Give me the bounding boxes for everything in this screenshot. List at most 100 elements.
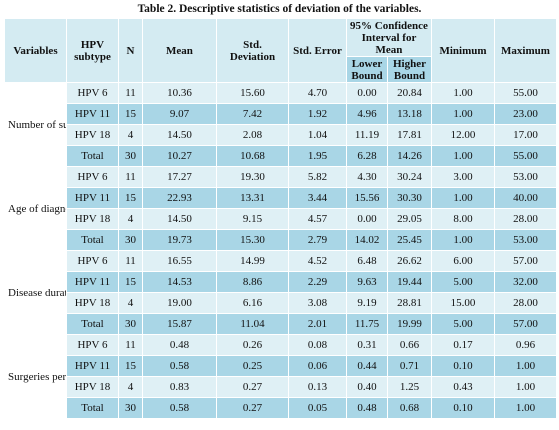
cell-minimum: 8.00 xyxy=(431,208,495,230)
variable-name: Number of surgeries xyxy=(4,82,67,167)
cell-std-deviation: 10.68 xyxy=(216,145,289,167)
header-hpv-subtype: HPV subtype xyxy=(66,18,119,83)
cell-mean: 0.58 xyxy=(142,355,217,377)
header-std-error: Std. Error xyxy=(288,18,347,83)
table-caption: Table 2. Descriptive statistics of devia… xyxy=(137,3,422,15)
cell-n: 30 xyxy=(118,313,143,335)
cell-maximum: 0.96 xyxy=(494,334,557,356)
table-row: HPV 18 4 19.00 6.16 3.08 9.19 28.81 15.00 28.00 xyxy=(5,292,557,314)
cell-maximum: 55.00 xyxy=(494,145,557,167)
cell-std-error: 1.04 xyxy=(288,124,347,146)
cell-std-deviation: 0.27 xyxy=(216,397,289,419)
cell-n: 4 xyxy=(118,208,143,230)
cell-std-error: 3.44 xyxy=(288,187,347,209)
table-row: Total 30 15.87 11.04 2.01 11.75 19.99 5.00 57.00 xyxy=(5,313,557,335)
cell-lower-bound: 0.00 xyxy=(346,82,388,104)
cell-mean: 14.50 xyxy=(142,208,217,230)
cell-higher-bound: 1.25 xyxy=(387,376,432,398)
variable-name: Surgeries per year xyxy=(4,334,67,419)
cell-std-error: 0.05 xyxy=(288,397,347,419)
table-row: HPV 18 4 0.83 0.27 0.13 0.40 1.25 0.43 1.00 xyxy=(5,376,557,398)
cell-n: 11 xyxy=(118,166,143,188)
cell-minimum: 3.00 xyxy=(431,166,495,188)
cell-subtype: HPV 11 xyxy=(66,355,119,377)
header-row-1: Variables HPV subtype N Mean Std. Deviat… xyxy=(4,18,557,83)
cell-std-error: 4.70 xyxy=(288,82,347,104)
cell-mean: 10.27 xyxy=(142,145,217,167)
cell-subtype: HPV 6 xyxy=(66,166,119,188)
cell-std-deviation: 0.25 xyxy=(216,355,289,377)
cell-lower-bound: 4.30 xyxy=(346,166,388,188)
cell-std-error: 2.29 xyxy=(288,271,347,293)
cell-higher-bound: 28.81 xyxy=(387,292,432,314)
cell-minimum: 0.17 xyxy=(431,334,495,356)
table-row: Total 30 10.27 10.68 1.95 6.28 14.26 1.00 55.00 xyxy=(5,145,557,167)
cell-std-deviation: 0.27 xyxy=(216,376,289,398)
cell-n: 11 xyxy=(118,334,143,356)
cell-minimum: 1.00 xyxy=(431,82,495,104)
cell-lower-bound: 0.44 xyxy=(346,355,388,377)
cell-std-deviation: 7.42 xyxy=(216,103,289,125)
cell-lower-bound: 14.02 xyxy=(346,229,388,251)
cell-std-deviation: 8.86 xyxy=(216,271,289,293)
cell-maximum: 23.00 xyxy=(494,103,557,125)
cell-mean: 14.53 xyxy=(142,271,217,293)
cell-std-deviation: 15.30 xyxy=(216,229,289,251)
cell-higher-bound: 0.66 xyxy=(387,334,432,356)
cell-std-deviation: 14.99 xyxy=(216,250,289,272)
cell-minimum: 1.00 xyxy=(431,187,495,209)
cell-maximum: 57.00 xyxy=(494,250,557,272)
cell-lower-bound: 9.19 xyxy=(346,292,388,314)
cell-mean: 19.00 xyxy=(142,292,217,314)
header-maximum: Maximum xyxy=(494,18,557,83)
table-row: Age of diagnosis (Years)HPV 61117.2719.3… xyxy=(4,166,557,251)
cell-higher-bound: 25.45 xyxy=(387,229,432,251)
cell-higher-bound: 0.71 xyxy=(387,355,432,377)
cell-higher-bound: 0.68 xyxy=(387,397,432,419)
cell-maximum: 53.00 xyxy=(494,229,557,251)
cell-maximum: 1.00 xyxy=(494,376,557,398)
cell-mean: 15.87 xyxy=(142,313,217,335)
header-lower-bound: Lower Bound xyxy=(346,56,388,83)
cell-higher-bound: 19.44 xyxy=(387,271,432,293)
cell-lower-bound: 6.48 xyxy=(346,250,388,272)
cell-lower-bound: 9.63 xyxy=(346,271,388,293)
table-row: Number of surgeriesHPV 61110.3615.604.70… xyxy=(4,82,557,167)
cell-lower-bound: 0.31 xyxy=(346,334,388,356)
cell-mean: 22.93 xyxy=(142,187,217,209)
cell-subtype: HPV 11 xyxy=(66,271,119,293)
cell-minimum: 1.00 xyxy=(431,229,495,251)
cell-std-error: 1.95 xyxy=(288,145,347,167)
table-row: HPV 11 15 0.58 0.25 0.06 0.44 0.71 0.10 1.00 xyxy=(5,355,557,377)
cell-std-error: 4.52 xyxy=(288,250,347,272)
cell-lower-bound: 4.96 xyxy=(346,103,388,125)
cell-lower-bound: 11.75 xyxy=(346,313,388,335)
cell-std-deviation: 19.30 xyxy=(216,166,289,188)
cell-n: 11 xyxy=(118,250,143,272)
cell-std-deviation: 2.08 xyxy=(216,124,289,146)
cell-higher-bound: 26.62 xyxy=(387,250,432,272)
cell-n: 11 xyxy=(118,82,143,104)
table-row: HPV 11 15 9.07 7.42 1.92 4.96 13.18 1.00 23.00 xyxy=(5,103,557,125)
cell-minimum: 0.10 xyxy=(431,397,495,419)
cell-mean: 9.07 xyxy=(142,103,217,125)
cell-lower-bound: 0.00 xyxy=(346,208,388,230)
table-row: HPV 11 15 22.93 13.31 3.44 15.56 30.30 1.00 40.0… xyxy=(5,187,557,209)
cell-subtype: Total xyxy=(66,397,119,419)
cell-std-deviation: 6.16 xyxy=(216,292,289,314)
cell-subtype: Total xyxy=(66,145,119,167)
cell-n: 30 xyxy=(118,397,143,419)
cell-higher-bound: 30.24 xyxy=(387,166,432,188)
cell-maximum: 32.00 xyxy=(494,271,557,293)
cell-std-error: 1.92 xyxy=(288,103,347,125)
cell-maximum: 28.00 xyxy=(494,208,557,230)
cell-minimum: 0.43 xyxy=(431,376,495,398)
header-std-deviation: Std. Deviation xyxy=(216,18,289,83)
cell-std-error: 0.06 xyxy=(288,355,347,377)
cell-std-deviation: 11.04 xyxy=(216,313,289,335)
cell-std-error: 2.79 xyxy=(288,229,347,251)
cell-subtype: Total xyxy=(66,313,119,335)
cell-minimum: 6.00 xyxy=(431,250,495,272)
table-row: Disease duration (Years)HPV 61116.5514.9… xyxy=(4,250,557,335)
cell-lower-bound: 6.28 xyxy=(346,145,388,167)
